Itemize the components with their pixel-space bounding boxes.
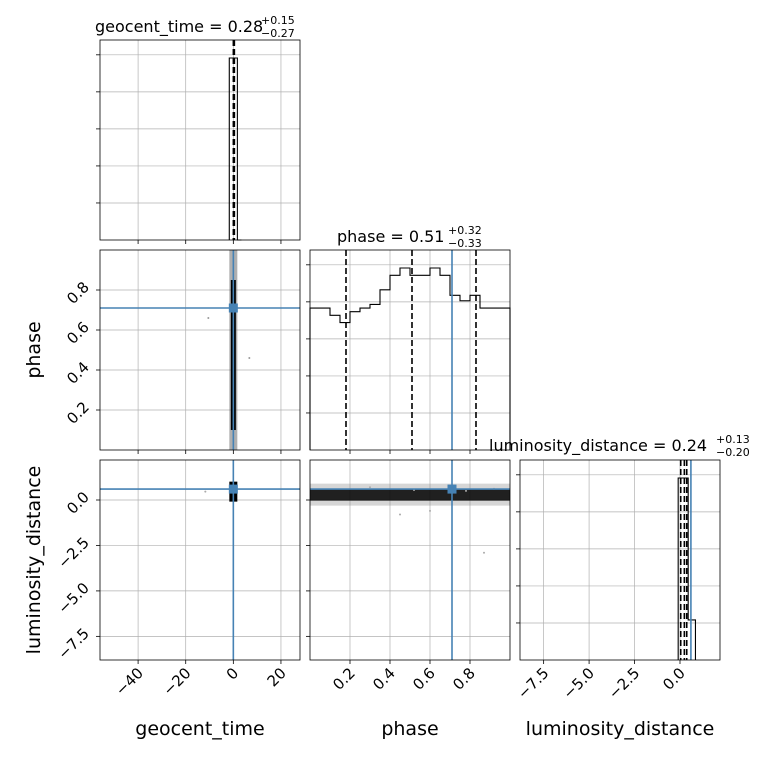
title-luminosity-distance: luminosity_distance = 0.24: [489, 436, 707, 456]
scatter-point-geocent-lumdist-0: [204, 490, 207, 493]
scatter-point-geocent-phase-1: [248, 357, 251, 359]
ytick-label-luminosity_distance-1: −5.0: [54, 579, 92, 617]
xtick-label-luminosity_distance-0: −7.5: [514, 664, 552, 702]
xtick-label-geocent_time-2: 0: [223, 664, 242, 683]
ytick-label-phase-2: 0.6: [63, 318, 93, 348]
xtick-label-luminosity_distance-1: −5.0: [559, 664, 597, 702]
hist-geocent_time: [228, 57, 242, 241]
xtick-label-phase-0: 0.2: [329, 664, 359, 694]
plot-layer: 0.20.40.60.8−40 −20 0 20−7.5−5.0−2.50.00.2 0…: [54, 39, 721, 703]
ytick-label-phase-0: 0.2: [63, 398, 93, 428]
title-phase-sup: +0.32: [448, 224, 482, 237]
panel-phase-hist: [309, 249, 511, 451]
ytick-label-luminosity_distance-0: −7.5: [54, 624, 92, 662]
panel-geocent-lumdist: [99, 459, 301, 661]
xtick-label-geocent_time-3: 20: [264, 664, 290, 690]
truth-marker-geocent-lumdist: [228, 484, 238, 494]
xtick-label-geocent_time-0: −40: [112, 664, 147, 699]
xlabel-geocent-time: geocent_time: [135, 718, 264, 740]
density-phase-lumdist-core: [310, 488, 510, 501]
panel-geocent-phase: [99, 249, 301, 451]
scatter-point-phase-lumdist-2: [465, 489, 467, 492]
ytick-label-luminosity_distance-2: −2.5: [54, 534, 92, 572]
xtick-label-luminosity_distance-2: −2.5: [605, 664, 643, 702]
title-luminosity-distance-sup: +0.13: [716, 433, 750, 446]
xlabel-luminosity-distance: luminosity_distance: [526, 718, 715, 740]
panel-geocent-time-hist: [99, 39, 301, 241]
panel-phase-lumdist: [309, 459, 511, 661]
panel-lumdist-hist: [519, 459, 721, 661]
title-phase-main: phase = 0.51: [337, 227, 444, 246]
title-geocent-time-sup: +0.15: [261, 14, 295, 27]
scatter-point-phase-lumdist-6: [483, 551, 485, 554]
xtick-label-phase-1: 0.4: [369, 664, 399, 694]
scatter-point-phase-lumdist-0: [369, 486, 371, 489]
title-phase-sub: −0.33: [448, 237, 482, 250]
truth-marker-phase-lumdist: [447, 484, 457, 494]
xtick-label-phase-3: 0.8: [449, 664, 479, 694]
xtick-label-phase-2: 0.6: [409, 664, 439, 694]
scatter-point-phase-lumdist-4: [399, 513, 401, 516]
ytick-label-phase-3: 0.8: [63, 278, 93, 308]
truth-marker-geocent-phase: [228, 303, 238, 313]
hist-luminosity_distance: [677, 477, 697, 660]
xtick-label-luminosity_distance-3: 0.0: [659, 664, 689, 694]
ylabel-luminosity-distance: luminosity_distance: [23, 466, 45, 655]
xtick-label-geocent_time-1: −20: [159, 664, 194, 699]
ytick-label-luminosity_distance-3: 0.0: [63, 488, 93, 518]
scatter-point-geocent-phase-0: [207, 317, 210, 319]
xlabel-phase: phase: [381, 718, 438, 740]
ytick-label-phase-1: 0.4: [63, 358, 93, 388]
title-luminosity-distance-sub: −0.20: [716, 446, 750, 459]
title-geocent-time-sub: −0.27: [261, 27, 295, 40]
title-geocent-time-main: geocent_time = 0.28: [95, 17, 263, 37]
ylabel-phase: phase: [23, 321, 45, 378]
scatter-point-phase-lumdist-5: [429, 509, 431, 512]
title-phase: phase = 0.51: [337, 227, 444, 246]
title-geocent-time: geocent_time = 0.28: [95, 17, 263, 37]
hist-phase: [309, 267, 511, 450]
title-luminosity-distance-main: luminosity_distance = 0.24: [489, 436, 707, 456]
